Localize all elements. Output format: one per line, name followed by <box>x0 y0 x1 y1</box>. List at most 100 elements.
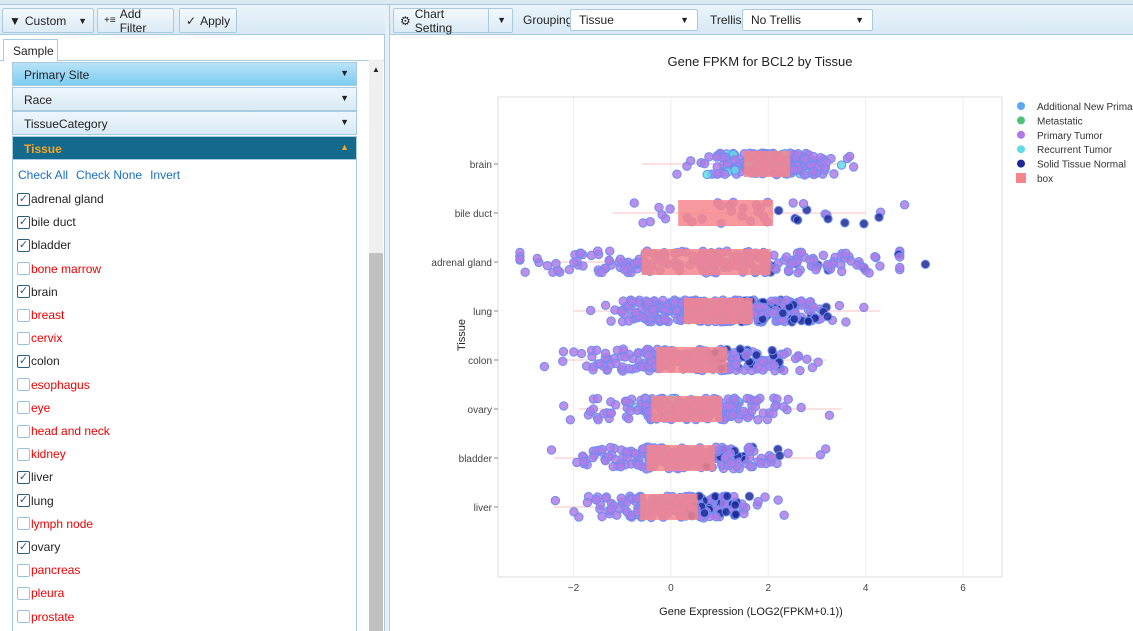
grouping-select[interactable]: Tissue ▼ <box>570 9 698 31</box>
data-point <box>597 444 607 455</box>
tissue-item[interactable]: ✓ brain <box>17 284 58 300</box>
legend-marker <box>1017 116 1025 125</box>
tissue-item[interactable]: ✓ liver <box>17 469 53 485</box>
filter-toolbar: ▼ Custom ▼ +≡ Add Filter ✓ Apply <box>0 5 385 35</box>
data-point <box>793 268 803 278</box>
chevron-down-icon[interactable]: ▼ <box>78 15 87 26</box>
scroll-up-icon[interactable]: ▲ <box>372 65 380 74</box>
data-point <box>789 164 799 175</box>
data-point <box>821 157 832 168</box>
grouping-label: Grouping <box>523 13 573 27</box>
tissue-item[interactable]: pancreas <box>17 562 80 578</box>
data-point <box>769 250 779 260</box>
data-point <box>730 500 740 510</box>
data-point <box>751 350 762 360</box>
add-filter-button[interactable]: +≡ Add Filter <box>97 7 174 35</box>
data-point <box>800 154 810 164</box>
tissue-label: bile duct <box>31 215 76 230</box>
apply-button[interactable]: ✓ Apply <box>179 8 237 33</box>
data-point <box>576 348 587 359</box>
tissue-item[interactable]: eye <box>17 400 50 416</box>
checkbox[interactable] <box>17 262 30 276</box>
accordion-tissue[interactable]: Tissue ▲ <box>12 136 357 160</box>
data-point <box>829 169 839 179</box>
tissue-item[interactable]: ✓ bile duct <box>17 214 76 230</box>
tissue-item[interactable]: breast <box>17 307 64 323</box>
data-point <box>546 445 557 455</box>
panel-splitter[interactable] <box>385 5 389 631</box>
checkbox[interactable]: ✓ <box>17 192 30 206</box>
box-iqr <box>684 298 753 324</box>
data-point <box>569 347 579 357</box>
data-point <box>665 204 675 214</box>
checkbox[interactable] <box>17 424 30 438</box>
tissue-item[interactable]: cervix <box>17 330 62 346</box>
data-point <box>592 393 603 404</box>
data-point <box>550 495 561 506</box>
data-point <box>616 307 627 317</box>
data-point <box>638 218 648 228</box>
tissue-item[interactable]: ✓ ovary <box>17 539 60 555</box>
check-all-link[interactable]: Check All <box>18 168 69 182</box>
custom-button[interactable]: ▼ Custom ▼ <box>2 8 94 33</box>
data-point <box>569 507 579 517</box>
trellis-select[interactable]: No Trellis ▼ <box>742 9 873 31</box>
data-point <box>796 247 807 257</box>
tissue-item[interactable]: head and neck <box>17 423 110 439</box>
checkbox[interactable] <box>17 586 30 600</box>
accordion-race[interactable]: Race ▼ <box>12 87 357 111</box>
data-point <box>875 261 885 271</box>
tissue-label: bladder <box>31 238 72 253</box>
checkbox[interactable]: ✓ <box>17 494 30 508</box>
data-point <box>728 410 738 420</box>
data-point <box>702 169 712 180</box>
tissue-item[interactable]: ✓ adrenal gland <box>17 191 104 207</box>
invert-link[interactable]: Invert <box>150 168 181 182</box>
data-point <box>836 160 847 170</box>
tissue-item[interactable]: pleura <box>17 585 64 601</box>
checkbox[interactable]: ✓ <box>17 354 30 368</box>
check-none-link[interactable]: Check None <box>76 168 143 182</box>
checkbox[interactable] <box>17 331 30 345</box>
tab-sample[interactable]: Sample <box>3 39 58 62</box>
chevron-down-icon[interactable]: ▼ <box>488 9 506 32</box>
checkbox[interactable] <box>17 378 30 392</box>
data-point <box>859 302 869 313</box>
accordion-tissue-category[interactable]: TissueCategory ▼ <box>12 111 357 135</box>
checkbox[interactable]: ✓ <box>17 215 30 229</box>
scrollbar-thumb[interactable] <box>369 253 383 631</box>
data-point <box>788 198 798 208</box>
data-point <box>792 215 803 225</box>
checkbox[interactable] <box>17 401 30 415</box>
caret-down-icon: ▼ <box>340 117 349 127</box>
checkbox[interactable]: ✓ <box>17 470 30 484</box>
data-point <box>811 265 821 275</box>
data-point <box>790 353 801 364</box>
checkbox[interactable] <box>17 610 30 624</box>
box-iqr <box>641 249 771 275</box>
caret-up-icon: ▲ <box>340 142 349 152</box>
checkbox[interactable] <box>17 447 30 461</box>
chart-setting-button[interactable]: ⚙ Chart Setting ▼ <box>393 7 513 35</box>
checkbox[interactable]: ✓ <box>17 540 30 554</box>
tissue-item[interactable]: bone marrow <box>17 261 101 277</box>
tissue-item[interactable]: ✓ lung <box>17 493 54 509</box>
checkbox[interactable] <box>17 563 30 577</box>
checkbox[interactable] <box>17 308 30 322</box>
tissue-item[interactable]: esophagus <box>17 377 90 393</box>
tissue-item[interactable]: lymph node <box>17 516 93 532</box>
checkbox[interactable]: ✓ <box>17 285 30 299</box>
tissue-item[interactable]: kidney <box>17 446 66 462</box>
data-point <box>621 396 631 406</box>
data-point <box>627 296 637 306</box>
tissue-item[interactable]: ✓ bladder <box>17 237 71 253</box>
scrollbar[interactable]: ▲ <box>369 60 383 631</box>
checkbox[interactable] <box>17 517 30 531</box>
data-point <box>616 462 626 472</box>
x-tick-label: −2 <box>568 583 580 594</box>
tissue-item[interactable]: ✓ colon <box>17 353 60 369</box>
tissue-item[interactable]: prostate <box>17 609 74 625</box>
accordion-primary-site[interactable]: Primary Site ▼ <box>12 62 357 86</box>
checkbox[interactable]: ✓ <box>17 238 30 252</box>
data-point <box>603 452 614 462</box>
